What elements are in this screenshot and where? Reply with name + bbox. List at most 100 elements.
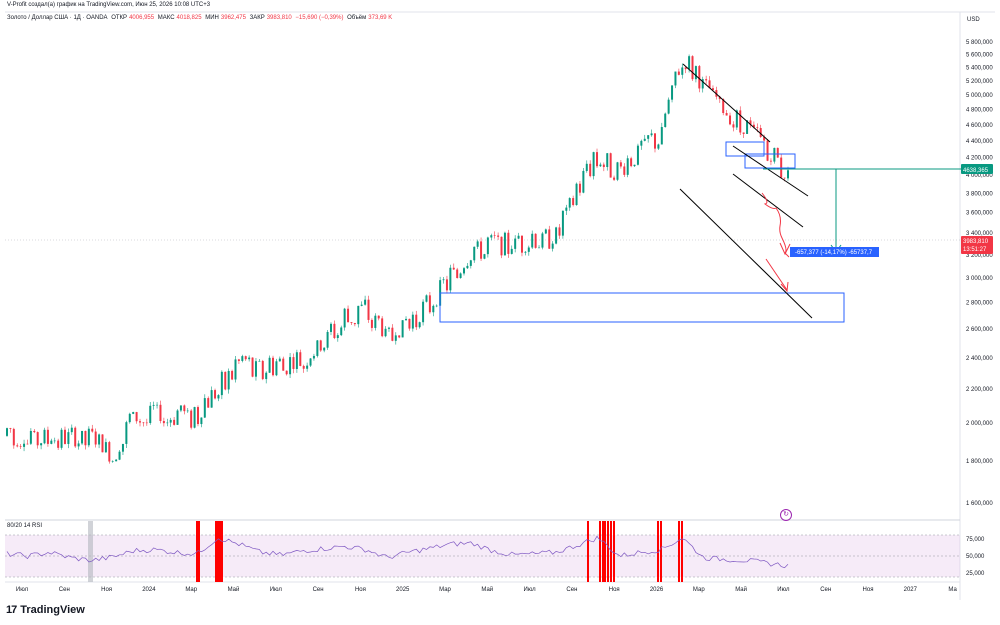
candle-body	[74, 427, 77, 447]
candle-body	[139, 421, 142, 423]
symbol-label[interactable]: Золото / Доллар США · 1Д · OANDA	[7, 15, 108, 21]
channel-line-lower[interactable]	[679, 188, 813, 319]
rsi-signal-bar	[681, 521, 683, 582]
rsi-signal-bar	[599, 521, 601, 582]
candle-body	[538, 247, 541, 249]
level-price-label: 4638,365	[961, 164, 993, 174]
candle-body	[500, 236, 503, 256]
candle-body	[166, 422, 169, 424]
x-tick-label: Июл	[16, 587, 29, 593]
candle-body	[558, 227, 561, 236]
candle-body	[561, 210, 564, 236]
candle-body	[480, 241, 483, 259]
support-zone-box[interactable]	[439, 292, 845, 323]
candle-body	[459, 273, 462, 278]
candle-body	[306, 365, 309, 369]
logo-mark: 17	[6, 604, 17, 616]
inner-channel-lower[interactable]	[732, 173, 804, 228]
close-label: ЗАКР	[249, 15, 265, 21]
candle-body	[773, 147, 776, 162]
rsi-signal-bar	[198, 521, 200, 582]
candle-body	[289, 357, 292, 375]
candle-body	[541, 233, 544, 248]
candle-body	[29, 430, 32, 444]
candle-body	[125, 422, 128, 444]
rsi-indicator-label[interactable]: 80/20 14 RSI	[7, 523, 43, 529]
candle-body	[729, 115, 732, 125]
candle-body	[739, 110, 742, 133]
candle-body	[609, 153, 612, 178]
candle-body	[278, 358, 281, 362]
candle-body	[162, 421, 165, 424]
candle-body	[316, 340, 319, 356]
level-price-text: 4638,365	[963, 168, 989, 174]
candle-body	[735, 110, 738, 128]
candle-body	[214, 390, 217, 399]
candle-body	[234, 359, 237, 380]
candle-body	[227, 370, 230, 390]
candle-body	[677, 71, 680, 75]
candle-body	[486, 237, 489, 255]
candle-body	[776, 147, 779, 158]
candle-body	[578, 183, 581, 193]
candle-body	[422, 301, 425, 323]
channel-line-upper[interactable]	[682, 63, 771, 143]
projection-arrow-2-head	[780, 281, 789, 293]
y-tick-label: 1 800,000	[966, 459, 993, 465]
rsi-signal-bar	[215, 521, 217, 582]
candle-body	[490, 235, 493, 238]
candle-body	[613, 177, 616, 180]
x-tick-label: Июл	[270, 587, 283, 593]
candle-body	[527, 247, 530, 252]
candle-body	[115, 459, 118, 462]
candle-body	[248, 357, 251, 360]
candle-body	[94, 431, 97, 445]
candle-body	[582, 170, 585, 193]
candle-body	[183, 405, 186, 412]
candle-body	[156, 404, 159, 406]
candle-body	[200, 417, 203, 425]
candle-body	[398, 335, 401, 338]
candle-body	[640, 140, 643, 146]
candle-body	[405, 318, 408, 321]
last-price-text: 3983,810	[963, 239, 989, 245]
projection-arrow-2[interactable]	[765, 258, 788, 291]
inner-channel-upper[interactable]	[732, 145, 809, 197]
candle-body	[364, 299, 367, 305]
rsi-signal-bar	[607, 521, 609, 582]
candle-body	[732, 124, 735, 128]
x-tick-label: Сен	[820, 587, 831, 593]
currency-label[interactable]: USD	[967, 17, 980, 23]
resistance-box-2[interactable]	[744, 153, 796, 169]
projection-arrow-1[interactable]	[761, 192, 790, 258]
candle-body	[664, 113, 667, 128]
candle-body	[681, 67, 684, 75]
candle-body	[272, 357, 275, 376]
tradingview-logo[interactable]: 17 TradingView	[6, 604, 85, 616]
y-tick-label: 3 000,000	[966, 276, 993, 282]
candle-body	[650, 133, 653, 136]
candle-body	[374, 315, 377, 328]
candle-body	[425, 295, 428, 302]
drawings[interactable]	[439, 63, 993, 323]
candle-body	[626, 158, 629, 175]
candle-body	[630, 158, 633, 167]
reset-chart-icon[interactable]: ↻	[780, 509, 792, 521]
candle-body	[572, 198, 575, 206]
candle-body	[309, 358, 312, 366]
candle-body	[186, 410, 189, 412]
candle-body	[596, 152, 599, 167]
candle-body	[415, 314, 418, 328]
candle-body	[357, 305, 360, 325]
change-value: −15,690 (−0,39%)	[295, 15, 344, 21]
candle-body	[132, 412, 135, 414]
candle-body	[370, 319, 373, 328]
candle-body	[585, 163, 588, 171]
candle-body	[210, 390, 213, 408]
candle-body	[531, 233, 534, 248]
y-tick-label: 5 600,000	[966, 53, 993, 59]
candle-body	[108, 442, 111, 462]
candle-body	[231, 370, 234, 380]
candle-body	[698, 66, 701, 89]
